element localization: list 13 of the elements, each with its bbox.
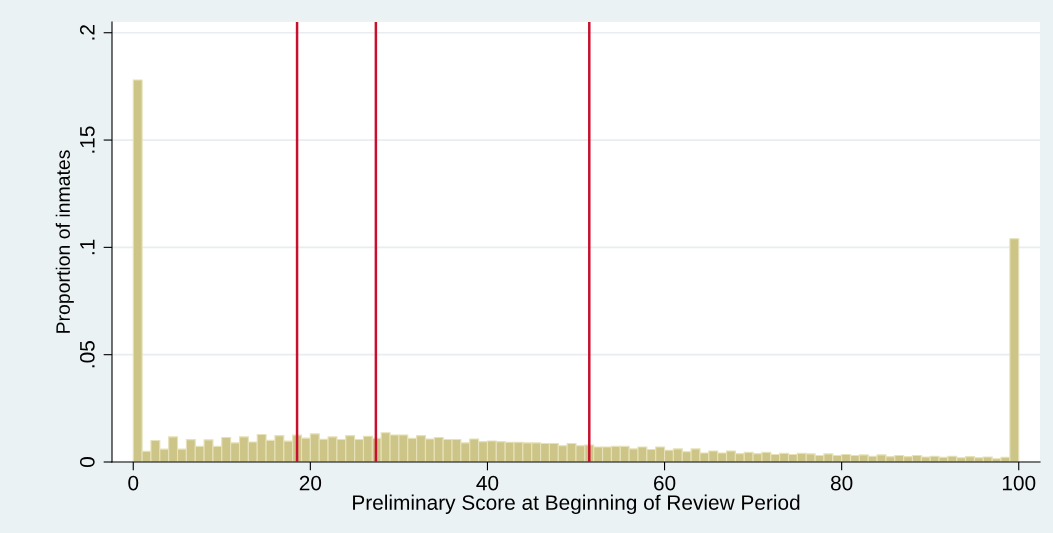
y-axis-title: Proportion of inmates	[55, 150, 74, 333]
x-tick-label: 80	[830, 475, 853, 491]
y-tick-label: .2	[79, 25, 95, 40]
x-tick-label: 0	[128, 475, 139, 491]
y-tick-label: .15	[80, 126, 95, 153]
x-tick-label: 60	[654, 475, 676, 491]
x-axis-title: Preliminary Score at Beginning of Review Period	[353, 494, 800, 515]
x-tick-label: 40	[476, 475, 499, 491]
y-tick-label: 0	[79, 457, 95, 467]
x-tick-label: 20	[299, 475, 322, 491]
y-tick-label: .1	[80, 239, 95, 255]
x-tick-label: 100	[1002, 475, 1036, 491]
y-tick-label: .05	[79, 341, 95, 368]
